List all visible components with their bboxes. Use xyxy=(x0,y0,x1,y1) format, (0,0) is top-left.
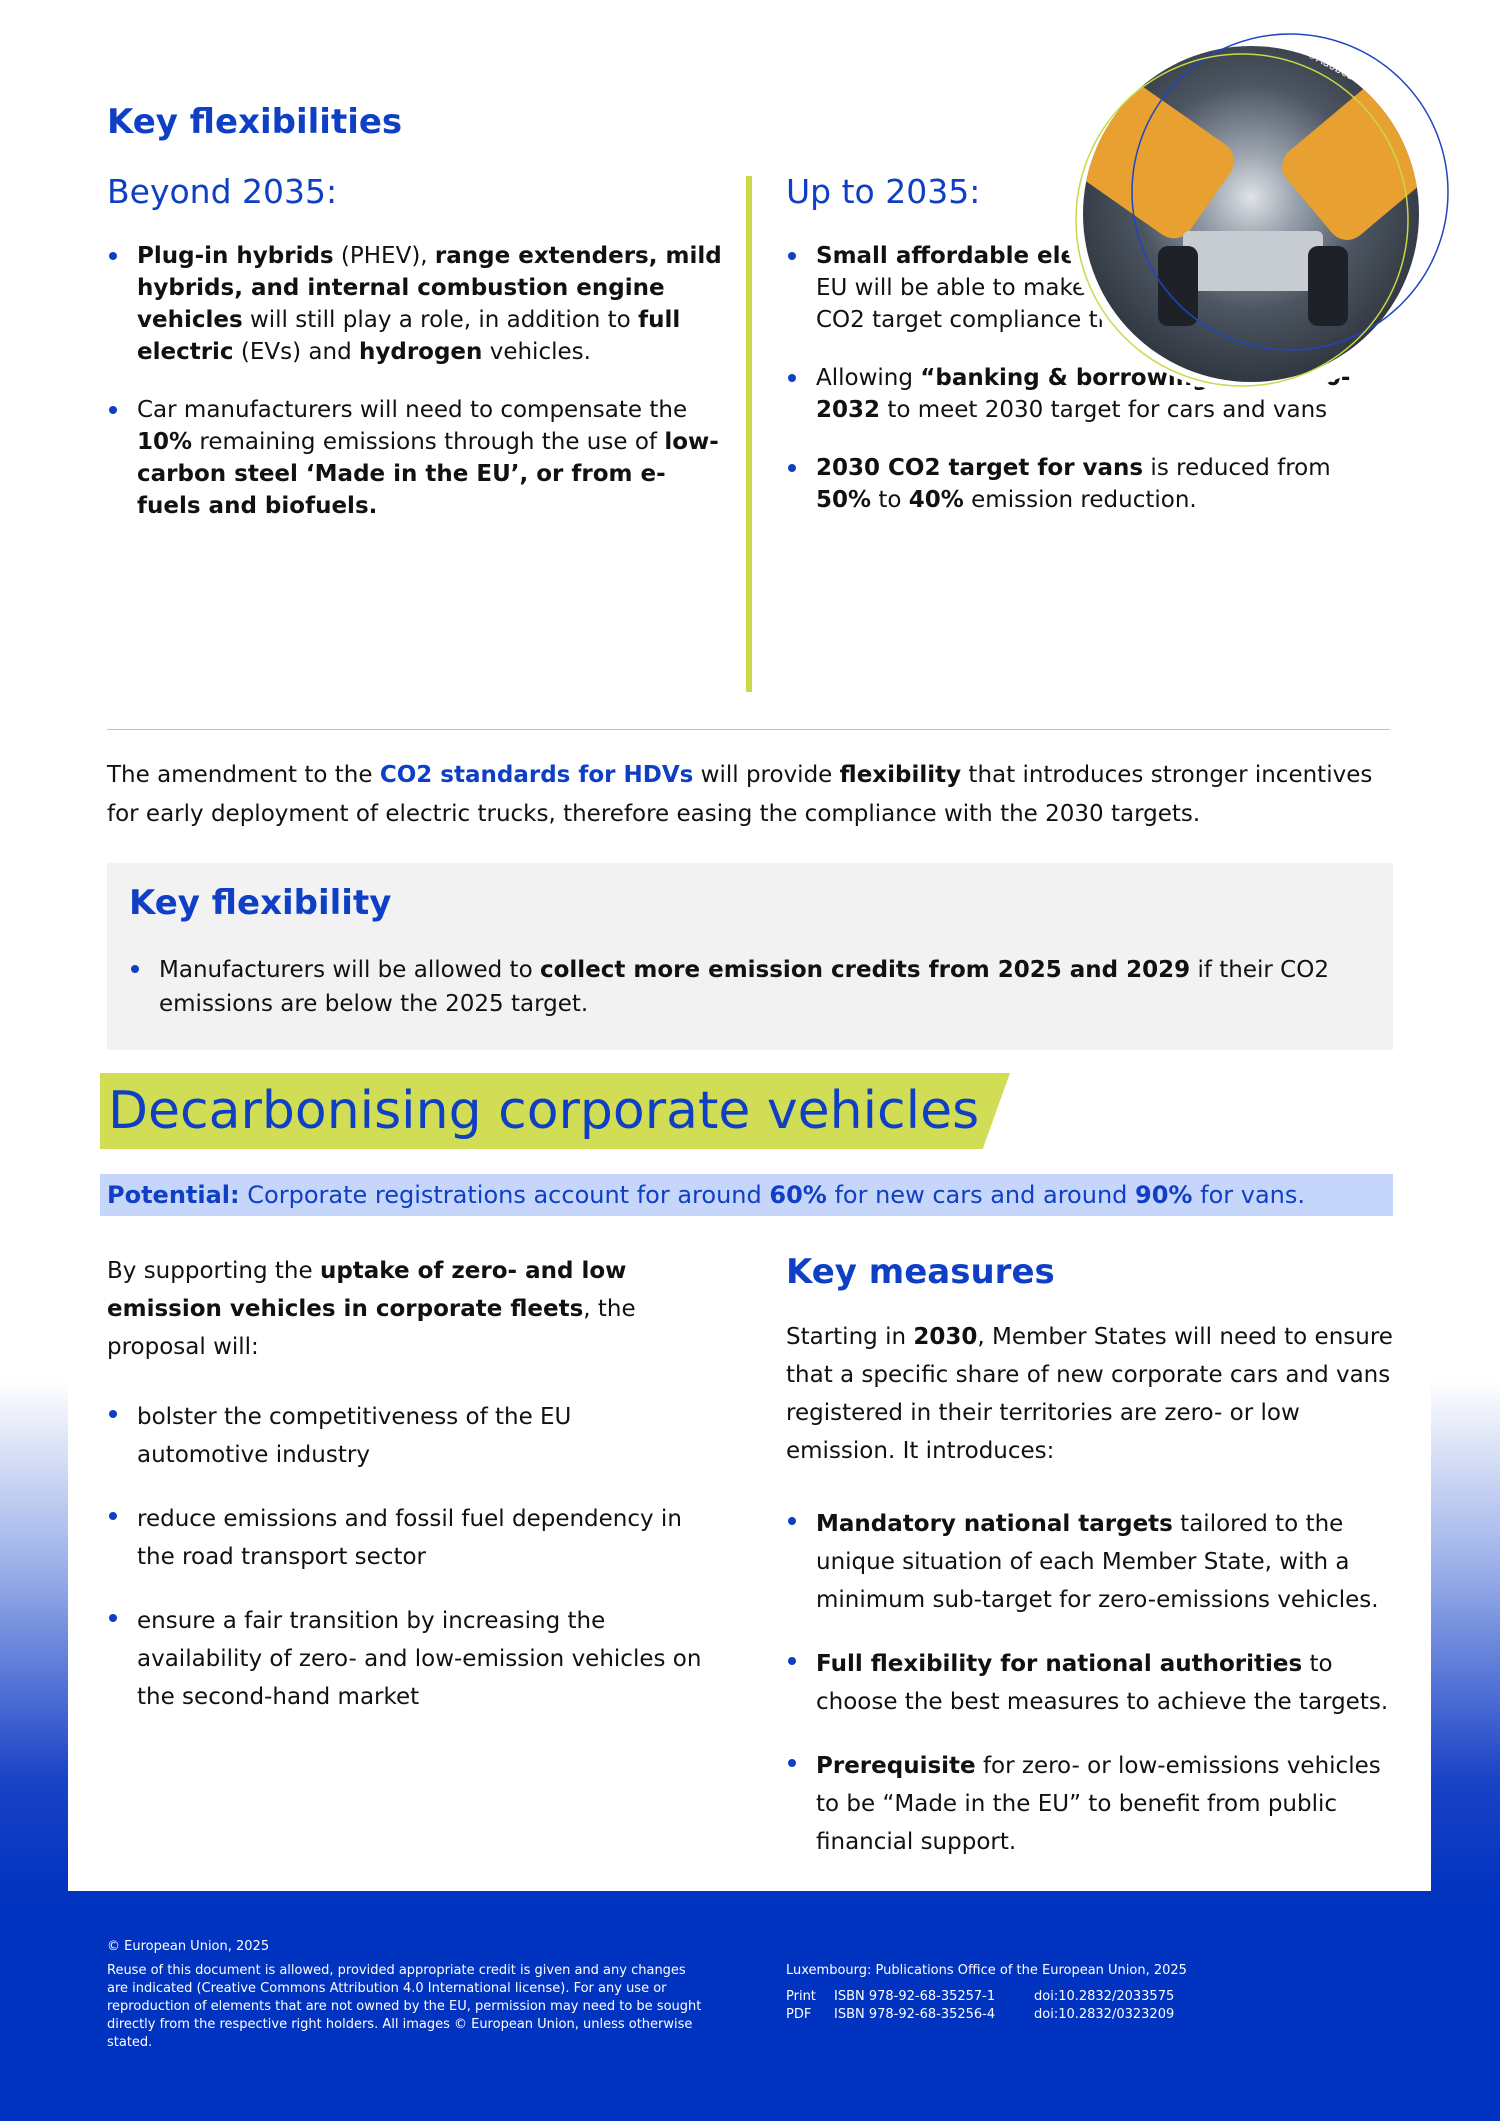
section-divider xyxy=(107,729,1390,730)
list-item: Plug-in hybrids (PHEV), range extenders,… xyxy=(107,240,727,368)
text-run: Corporate registrations account for arou… xyxy=(239,1181,770,1209)
text-run: Car manufacturers will need to compensat… xyxy=(137,397,688,423)
text-run: 2030 xyxy=(913,1324,978,1350)
text-run: Mandatory national targets xyxy=(816,1511,1173,1537)
footer-publisher: Luxembourg: Publications Office of the E… xyxy=(786,1963,1187,1978)
up-to-2035-heading: Up to 2035: xyxy=(786,172,981,211)
text-run: low-carbon steel ‘Made in the EU’, or fr… xyxy=(137,429,719,519)
text-run: 10% xyxy=(137,429,193,455)
beyond-2035-list: Plug-in hybrids (PHEV), range extenders,… xyxy=(107,240,727,548)
text-run: range extenders, mild hybrids, and inter… xyxy=(137,243,722,333)
text-run: for vans. xyxy=(1192,1181,1305,1209)
text-run: 60% xyxy=(769,1181,827,1209)
text-run: , the proposal will: xyxy=(107,1296,636,1360)
list-item: Car manufacturers will need to compensat… xyxy=(107,394,727,522)
text-run: if their CO2 emissions are below the 202… xyxy=(159,957,1329,1017)
text-run: Allowing xyxy=(816,365,921,391)
edition-isbn: ISBN 978-92-68-35257-1 xyxy=(834,1989,996,2004)
text-run: The amendment to the xyxy=(107,762,380,788)
key-flexibility-title: Key flexibility xyxy=(129,883,392,923)
text-run: for zero- or low-emissions vehicles to b… xyxy=(816,1753,1381,1855)
edition-print: Print ISBN 978-92-68-35257-1 doi:10.2832… xyxy=(786,1988,1174,2006)
text-run: hydrogen xyxy=(358,339,483,365)
text-run: CO2 standards for HDVs xyxy=(379,762,694,788)
hdv-paragraph: The amendment to the CO2 standards for H… xyxy=(107,756,1397,834)
section-title: Decarbonising corporate vehicles xyxy=(108,1081,980,1141)
corporate-benefits-list: bolster the competitiveness of the EU au… xyxy=(107,1398,707,1742)
text-run: Manufacturers will be allowed to xyxy=(159,957,540,983)
text-run: ensure a fair transition by increasing t… xyxy=(137,1608,702,1710)
text-run: to choose the best measures to achieve t… xyxy=(816,1651,1389,1715)
edition-format: PDF xyxy=(786,2007,812,2022)
text-run: emission reduction. xyxy=(963,487,1197,513)
section-banner: Decarbonising corporate vehicles xyxy=(100,1073,1010,1149)
list-item: bolster the competitiveness of the EU au… xyxy=(107,1398,707,1474)
text-run: reduce emissions and fossil fuel depende… xyxy=(137,1506,682,1570)
list-item: Mandatory national targets tailored to t… xyxy=(786,1505,1396,1619)
text-run: , Member States will need to ensure that… xyxy=(786,1324,1393,1464)
edition-doi: doi:10.2832/2033575 xyxy=(1034,1989,1175,2004)
text-run: Starting in xyxy=(786,1324,914,1350)
list-item: reduce emissions and fossil fuel depende… xyxy=(107,1500,707,1576)
potential-bar: Potential: Corporate registrations accou… xyxy=(100,1174,1393,1216)
key-flexibility-list: Manufacturers will be allowed to collect… xyxy=(129,953,1359,1047)
corporate-intro: By supporting the uptake of zero- and lo… xyxy=(107,1252,677,1366)
text-run: that introduces stronger incentives for … xyxy=(107,762,1373,827)
text-run: to meet 2030 target for cars and vans xyxy=(880,397,1328,423)
key-measures-list: Mandatory national targets tailored to t… xyxy=(786,1505,1396,1887)
text-run: Plug-in hybrids xyxy=(137,243,334,269)
text-run: flexibility xyxy=(839,762,962,788)
text-run: By supporting the xyxy=(107,1258,320,1284)
key-flexibility-box: Key flexibility Manufacturers will be al… xyxy=(107,863,1393,1050)
column-divider xyxy=(746,176,752,692)
text-run: full electric xyxy=(137,307,681,365)
edition-format: Print xyxy=(786,1989,816,2004)
key-flexibilities-title: Key flexibilities xyxy=(107,102,403,142)
text-run: vehicles. xyxy=(482,339,591,365)
footer-editions: Print ISBN 978-92-68-35257-1 doi:10.2832… xyxy=(786,1988,1174,2024)
beyond-2035-heading: Beyond 2035: xyxy=(107,172,338,211)
text-run: will provide xyxy=(693,762,840,788)
factory-robot-image: ©AdobeStock xyxy=(1083,46,1419,382)
text-run: is reduced from xyxy=(1143,455,1331,481)
list-item: Full flexibility for national authoritie… xyxy=(786,1645,1396,1721)
text-run: remaining emissions through the use of xyxy=(192,429,665,455)
key-measures-title: Key measures xyxy=(786,1252,1055,1292)
text-run: Prerequisite xyxy=(816,1753,976,1779)
text-run: collect more emission credits from 2025 … xyxy=(539,957,1191,983)
list-item: Manufacturers will be allowed to collect… xyxy=(129,953,1359,1021)
text-run: will still play a role, in addition to xyxy=(242,307,639,333)
text-run: 40% xyxy=(908,487,964,513)
text-run: tailored to the unique situation of each… xyxy=(816,1511,1379,1613)
text-run: uptake of zero- and low emission vehicle… xyxy=(107,1258,627,1322)
list-item: 2030 CO2 target for vans is reduced from… xyxy=(786,452,1376,516)
key-measures-intro: Starting in 2030, Member States will nee… xyxy=(786,1318,1396,1470)
footer-copyright: © European Union, 2025 xyxy=(107,1939,270,1954)
edition-doi: doi:10.2832/0323209 xyxy=(1034,2007,1175,2022)
text-run: bolster the competitiveness of the EU au… xyxy=(137,1404,572,1468)
footer-reuse: Reuse of this document is allowed, provi… xyxy=(107,1963,702,2050)
decorative-circles xyxy=(1075,33,1449,387)
edition-isbn: ISBN 978-92-68-35256-4 xyxy=(834,2007,996,2022)
text-run: to xyxy=(871,487,909,513)
text-run: (EVs) and xyxy=(233,339,359,365)
text-run: 90% xyxy=(1135,1181,1193,1209)
text-run: (PHEV), xyxy=(333,243,435,269)
text-run: for new cars and around xyxy=(826,1181,1136,1209)
text-run: Potential: xyxy=(107,1181,240,1209)
text-run: 50% xyxy=(816,487,872,513)
text-run: Full flexibility for national authoritie… xyxy=(816,1651,1303,1677)
list-item: ensure a fair transition by increasing t… xyxy=(107,1602,707,1716)
list-item: Prerequisite for zero- or low-emissions … xyxy=(786,1747,1396,1861)
text-run: 2030 CO2 target for vans xyxy=(816,455,1144,481)
edition-pdf: PDF ISBN 978-92-68-35256-4 doi:10.2832/0… xyxy=(786,2006,1174,2024)
